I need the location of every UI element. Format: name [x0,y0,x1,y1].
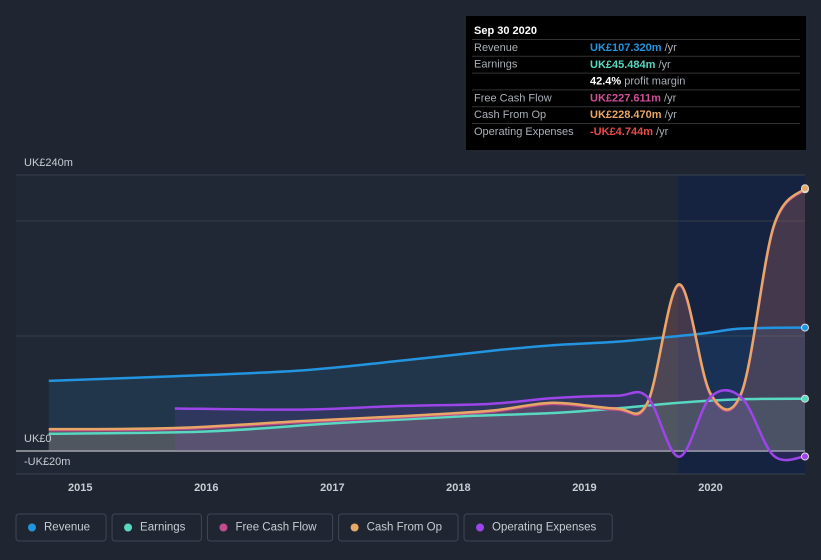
series-area [48,398,806,451]
tooltip-value-text: UK£45.484m [590,59,656,71]
y-tick-label: UK£0 [24,433,52,445]
tooltip-unit: /yr [664,92,677,104]
tooltip-value-text: UK£228.470m [590,109,662,121]
tooltip-value: UK£227.611m /yr [590,92,677,104]
tooltip-unit: /yr [665,109,678,121]
tooltip-date: Sep 30 2020 [474,25,537,37]
legend-item[interactable]: Cash From Op [338,513,459,542]
tooltip-value-text: -UK£4.744m [590,126,653,138]
highlight-region [678,175,805,474]
tooltip-label: Operating Expenses [474,126,574,138]
lines [48,184,809,462]
tooltip: Sep 30 2020 Revenue UK£107.320m /yr Earnin… [466,16,806,150]
legend-label: Operating Expenses [492,522,596,534]
legend-swatch [219,523,228,532]
legend-item[interactable]: Free Cash Flow [206,513,334,542]
legend-label: Earnings [140,522,186,534]
series-area [48,188,806,451]
end-point [801,452,809,461]
tooltip-unit: /yr [665,42,678,54]
tooltip-unit: /yr [659,59,672,71]
tooltip-value: -UK£4.744m /yr [590,126,669,138]
end-point [801,323,809,332]
areas [48,188,806,461]
end-point [801,394,809,403]
legend-label: Revenue [44,522,90,534]
x-tick-label: 2018 [446,482,470,494]
legend-swatch [476,523,485,532]
series-area [48,327,806,451]
y-tick-label: -UK£20m [24,456,70,468]
tooltip-value-text: UK£107.320m [590,42,662,54]
tooltip-label: Cash From Op [474,109,546,121]
x-tick-label: 2020 [698,482,722,494]
legend-swatch [124,523,133,532]
end-point [801,184,809,193]
series-line [48,397,806,435]
legend-box[interactable] [338,513,459,542]
legend: Revenue Earnings Free Cash Flow Cash From O… [15,513,613,542]
tooltip-value: UK£107.320m /yr [590,42,677,54]
legend-label: Cash From Op [367,522,442,534]
legend-item[interactable]: Revenue [15,513,107,542]
tooltip-label: Earnings [474,59,518,71]
legend-item[interactable]: Earnings [111,513,202,542]
axes: UK£240m UK£0 -UK£20m 2015 2016 2017 2018 2019 20… [24,157,723,494]
legend-box[interactable] [463,513,613,542]
tooltip-value-text: UK£227.611m [590,92,661,104]
legend-box[interactable] [111,513,202,542]
series-line [48,326,806,383]
x-tick-label: 2017 [320,482,344,494]
series-area [48,189,806,451]
tooltip-value-text: 42.4% [590,76,621,88]
x-tick-label: 2015 [68,482,92,494]
legend-box[interactable] [206,513,334,542]
legend-swatch [28,523,36,532]
tooltip-label: Free Cash Flow [474,92,552,104]
legend-swatch [350,523,359,532]
plot-area [16,175,678,474]
legend-item[interactable]: Operating Expenses [463,513,613,542]
x-tick-label: 2016 [194,482,218,494]
series-line [174,388,806,462]
tooltip-box [466,16,806,150]
legend-box[interactable] [15,513,107,542]
legend-label: Free Cash Flow [235,522,317,534]
tooltip-unit: profit margin [624,76,685,88]
series-area [174,390,806,461]
tooltip-value: UK£45.484m /yr [590,59,671,71]
tooltip-value: UK£228.470m /yr [590,109,677,121]
tooltip-label: Revenue [474,42,518,54]
tooltip-value: 42.4% profit margin [590,76,685,88]
series-line [48,187,806,431]
y-tick-label: UK£240m [24,157,73,169]
x-tick-label: 2019 [572,482,596,494]
tooltip-unit: /yr [656,126,669,138]
